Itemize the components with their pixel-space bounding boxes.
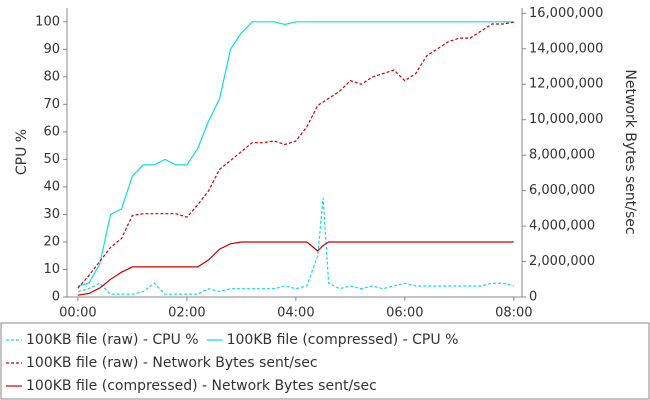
y-tick-label: 50 bbox=[43, 152, 60, 167]
legend-label: 100KB file (compressed) - CPU % bbox=[227, 332, 459, 348]
series-line bbox=[77, 241, 514, 296]
y2-tick-label: 8,000,000 bbox=[529, 148, 595, 163]
y2-tick-label: 0 bbox=[529, 290, 537, 305]
x-tick-label: 06:00 bbox=[386, 306, 423, 321]
y-axis-title: CPU % bbox=[14, 129, 30, 175]
legend-label: 100KB file (raw) - CPU % bbox=[26, 332, 199, 348]
y-tick-label: 90 bbox=[43, 42, 60, 57]
y2-tick-label: 10,000,000 bbox=[529, 112, 603, 127]
y2-tick-label: 14,000,000 bbox=[529, 41, 603, 56]
y2-tick-label: 6,000,000 bbox=[529, 183, 595, 198]
y-tick-label: 70 bbox=[43, 97, 60, 112]
legend bbox=[0, 322, 650, 400]
series-line bbox=[77, 197, 514, 295]
legend-label: 100KB file (raw) - Network Bytes sent/se… bbox=[26, 355, 318, 371]
y-tick-label: 80 bbox=[43, 69, 60, 84]
y-tick-label: 20 bbox=[43, 234, 60, 249]
y2-tick-label: 12,000,000 bbox=[529, 77, 603, 92]
y2-tick-label: 16,000,000 bbox=[529, 6, 603, 21]
y-tick-label: 60 bbox=[43, 124, 60, 139]
y-tick-label: 30 bbox=[43, 207, 60, 222]
x-tick-label: 00:00 bbox=[59, 306, 96, 321]
series-line bbox=[77, 21, 514, 289]
y-tick-label: 100 bbox=[35, 14, 60, 29]
y2-tick-label: 2,000,000 bbox=[529, 254, 595, 269]
y-tick-label: 0 bbox=[52, 290, 60, 305]
y-tick-label: 40 bbox=[43, 179, 60, 194]
x-tick-label: 08:00 bbox=[495, 306, 532, 321]
y2-tick-label: 4,000,000 bbox=[529, 219, 595, 234]
series-line bbox=[77, 21, 514, 287]
x-tick-label: 02:00 bbox=[168, 306, 205, 321]
legend-label: 100KB file (compressed) - Network Bytes … bbox=[26, 378, 377, 394]
x-tick-label: 04:00 bbox=[277, 306, 314, 321]
y-tick-label: 10 bbox=[43, 262, 60, 277]
y2-axis-title: Network Bytes sent/sec bbox=[622, 69, 638, 234]
